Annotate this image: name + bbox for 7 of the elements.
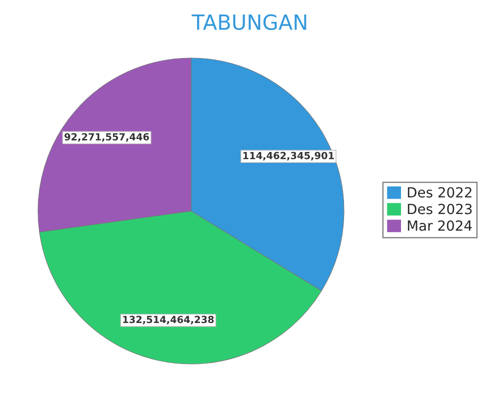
chart-title: TABUNGAN [192,14,306,30]
legend-label: Des 2022 [408,187,472,198]
legend-label: Mar 2024 [408,220,472,231]
data-label: 92,271,557,446 [64,133,149,142]
legend-label: Des 2023 [408,204,472,214]
data-label: 114,462,345,901 [243,152,334,160]
data-label: 132,514,464,238 [123,316,214,324]
